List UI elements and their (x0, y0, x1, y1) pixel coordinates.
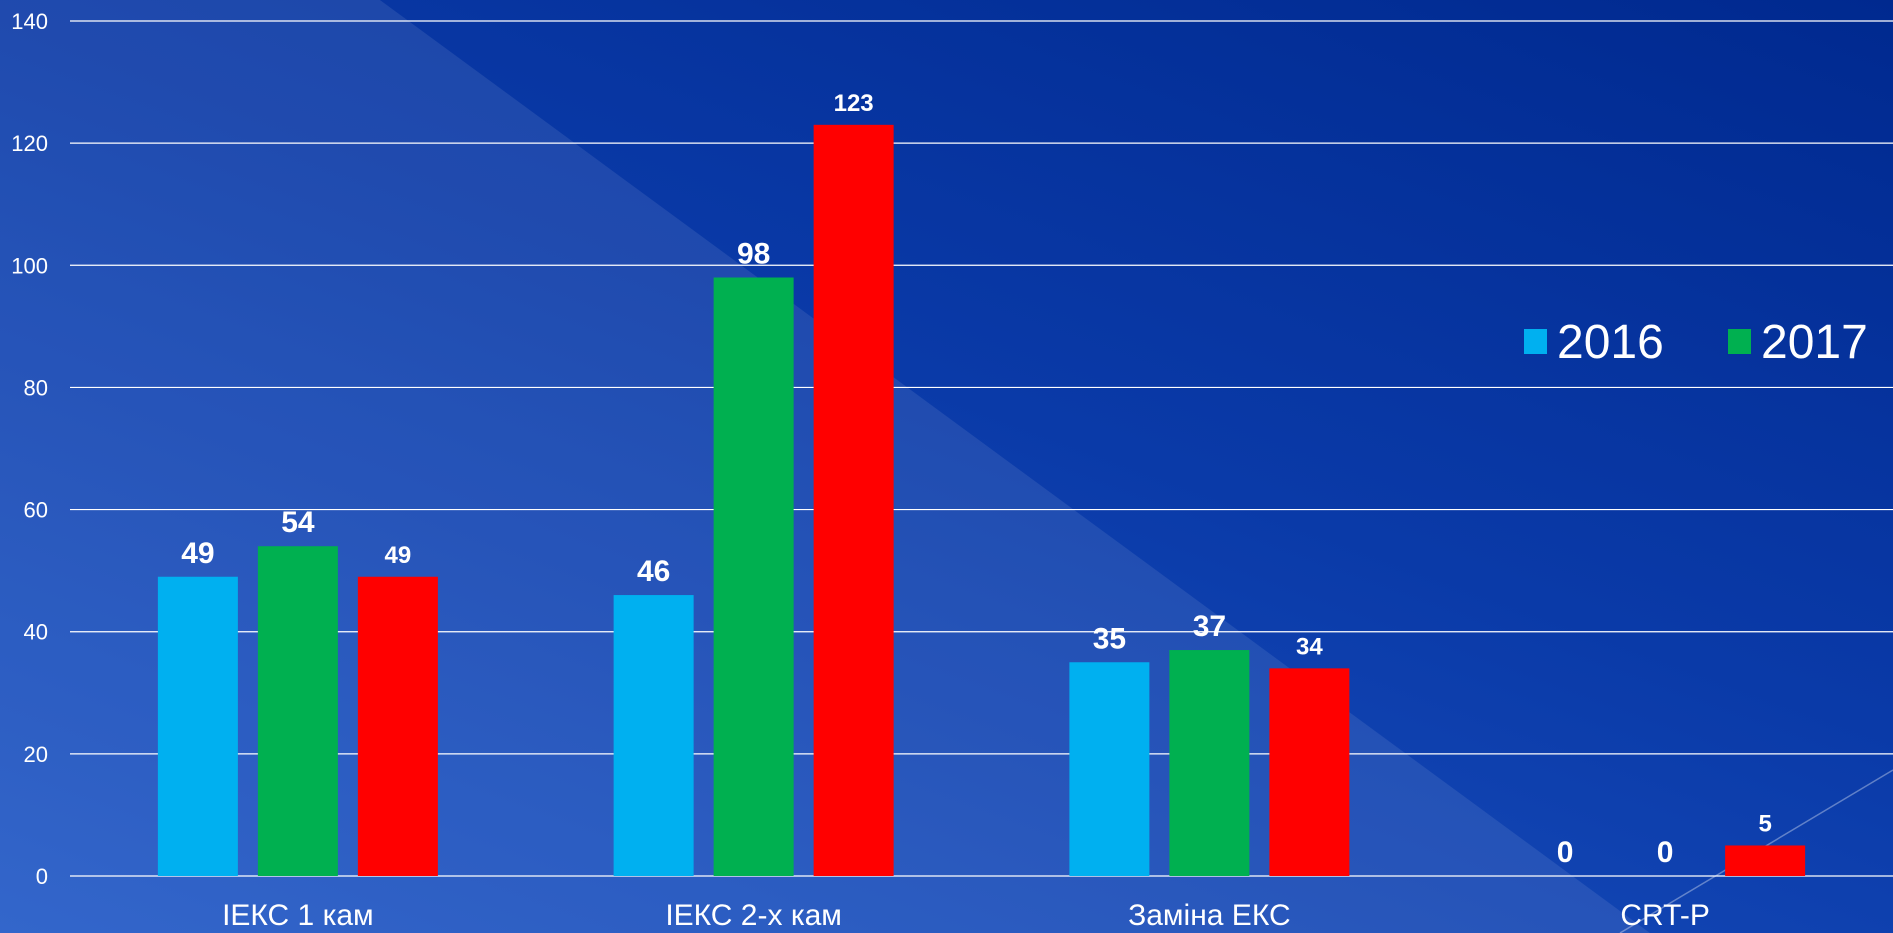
bar (813, 124, 894, 877)
data-label: 0 (1657, 836, 1674, 869)
y-tick-label: 0 (36, 864, 48, 889)
x-category-label: ІЕКС 2-х кам (665, 899, 842, 932)
x-category-label: ІЕКС 1 кам (222, 899, 374, 932)
x-category-label: Заміна ЕКС (1128, 899, 1291, 932)
data-label: 98 (737, 238, 770, 271)
y-tick-label: 100 (11, 253, 48, 278)
bar (1069, 662, 1150, 876)
bar (257, 546, 338, 876)
bars (157, 124, 1806, 877)
bar (1169, 650, 1250, 876)
legend-label: 2017 (1761, 316, 1868, 369)
bar (1725, 845, 1806, 876)
bar (613, 595, 694, 876)
data-label: 37 (1193, 610, 1226, 643)
data-label: 54 (281, 506, 315, 539)
y-tick-label: 120 (11, 131, 48, 156)
data-label: 123 (834, 90, 874, 117)
data-label: 46 (637, 555, 670, 588)
data-label: 49 (181, 537, 214, 570)
bar (157, 576, 238, 876)
bar (1269, 668, 1350, 876)
bar (713, 277, 794, 876)
x-category-label: CRT-P (1620, 899, 1709, 932)
legend-swatch (1728, 329, 1751, 354)
y-tick-label: 20 (24, 742, 48, 767)
y-axis-tick-labels: 0 20 40 60 80 100 120 140 (11, 9, 48, 889)
y-tick-label: 140 (11, 9, 48, 34)
data-labels: 49 54 49 46 98 123 35 37 34 0 0 5 (181, 90, 1772, 869)
bar (357, 576, 438, 876)
data-label: 0 (1557, 836, 1574, 869)
y-tick-label: 80 (24, 375, 48, 400)
data-label: 34 (1296, 633, 1323, 660)
legend-label: 2016 (1557, 316, 1664, 369)
data-label: 49 (385, 542, 412, 569)
data-label: 5 (1758, 810, 1771, 837)
x-axis-category-labels: ІЕКС 1 кам ІЕКС 2-х кам Заміна ЕКС CRT-P (222, 899, 1710, 932)
legend: 2016 2017 (1524, 316, 1868, 369)
legend-swatch (1524, 329, 1547, 354)
y-tick-label: 40 (24, 620, 48, 645)
data-label: 35 (1093, 622, 1126, 655)
y-tick-label: 60 (24, 498, 48, 523)
